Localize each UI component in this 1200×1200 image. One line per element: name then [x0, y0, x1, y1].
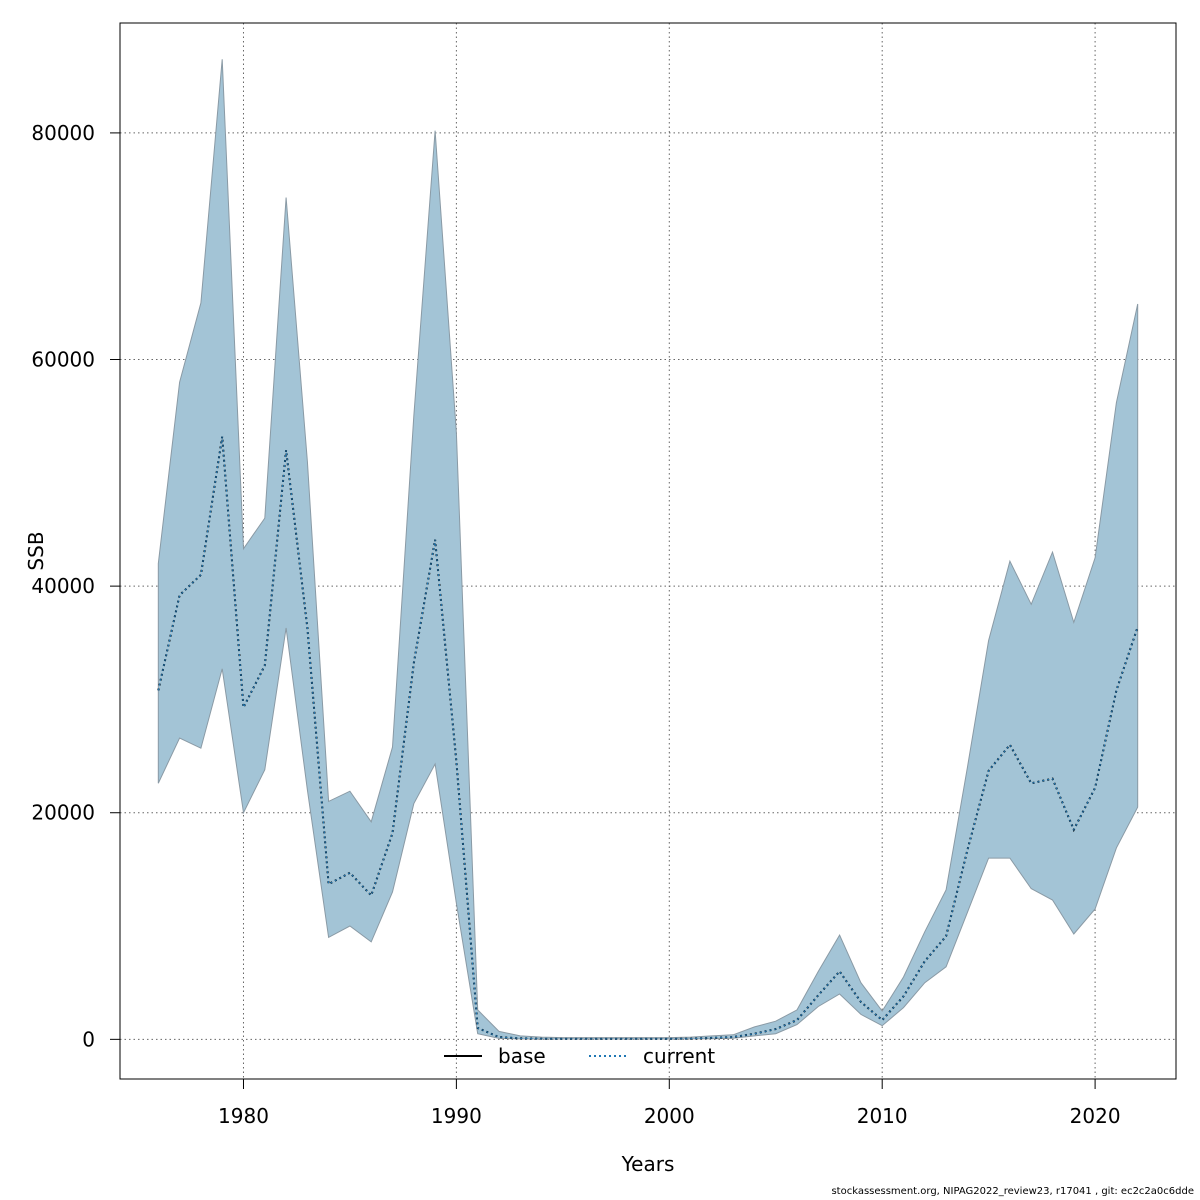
confidence-band [157, 59, 1139, 1040]
x-tick-label: 1990 [431, 1104, 482, 1128]
x-tick-label: 2010 [857, 1104, 908, 1128]
x-axis: 1980 1990 2000 2010 2020 [218, 1079, 1121, 1128]
plot-frame [119, 22, 1177, 1080]
x-tick-label: 1980 [218, 1104, 269, 1128]
y-tick-label: 20000 [31, 801, 95, 825]
y-axis-title: SSB [24, 531, 48, 570]
x-tick-label: 2020 [1070, 1104, 1121, 1128]
legend-label-current: current [643, 1044, 715, 1068]
x-axis-title: Years [621, 1152, 675, 1176]
legend-label-base: base [498, 1044, 546, 1068]
x-tick-label: 2000 [644, 1104, 695, 1128]
y-tick-label: 40000 [31, 574, 95, 598]
y-tick-label: 0 [82, 1027, 95, 1051]
legend: base current [444, 1044, 715, 1068]
y-tick-label: 60000 [31, 348, 95, 372]
y-axis: 0 20000 40000 60000 80000 [31, 121, 120, 1051]
y-tick-label: 80000 [31, 121, 95, 145]
footer-note: stockassessment.org, NIPAG2022_review23,… [831, 1186, 1194, 1197]
series-line-current [157, 436, 1139, 1040]
